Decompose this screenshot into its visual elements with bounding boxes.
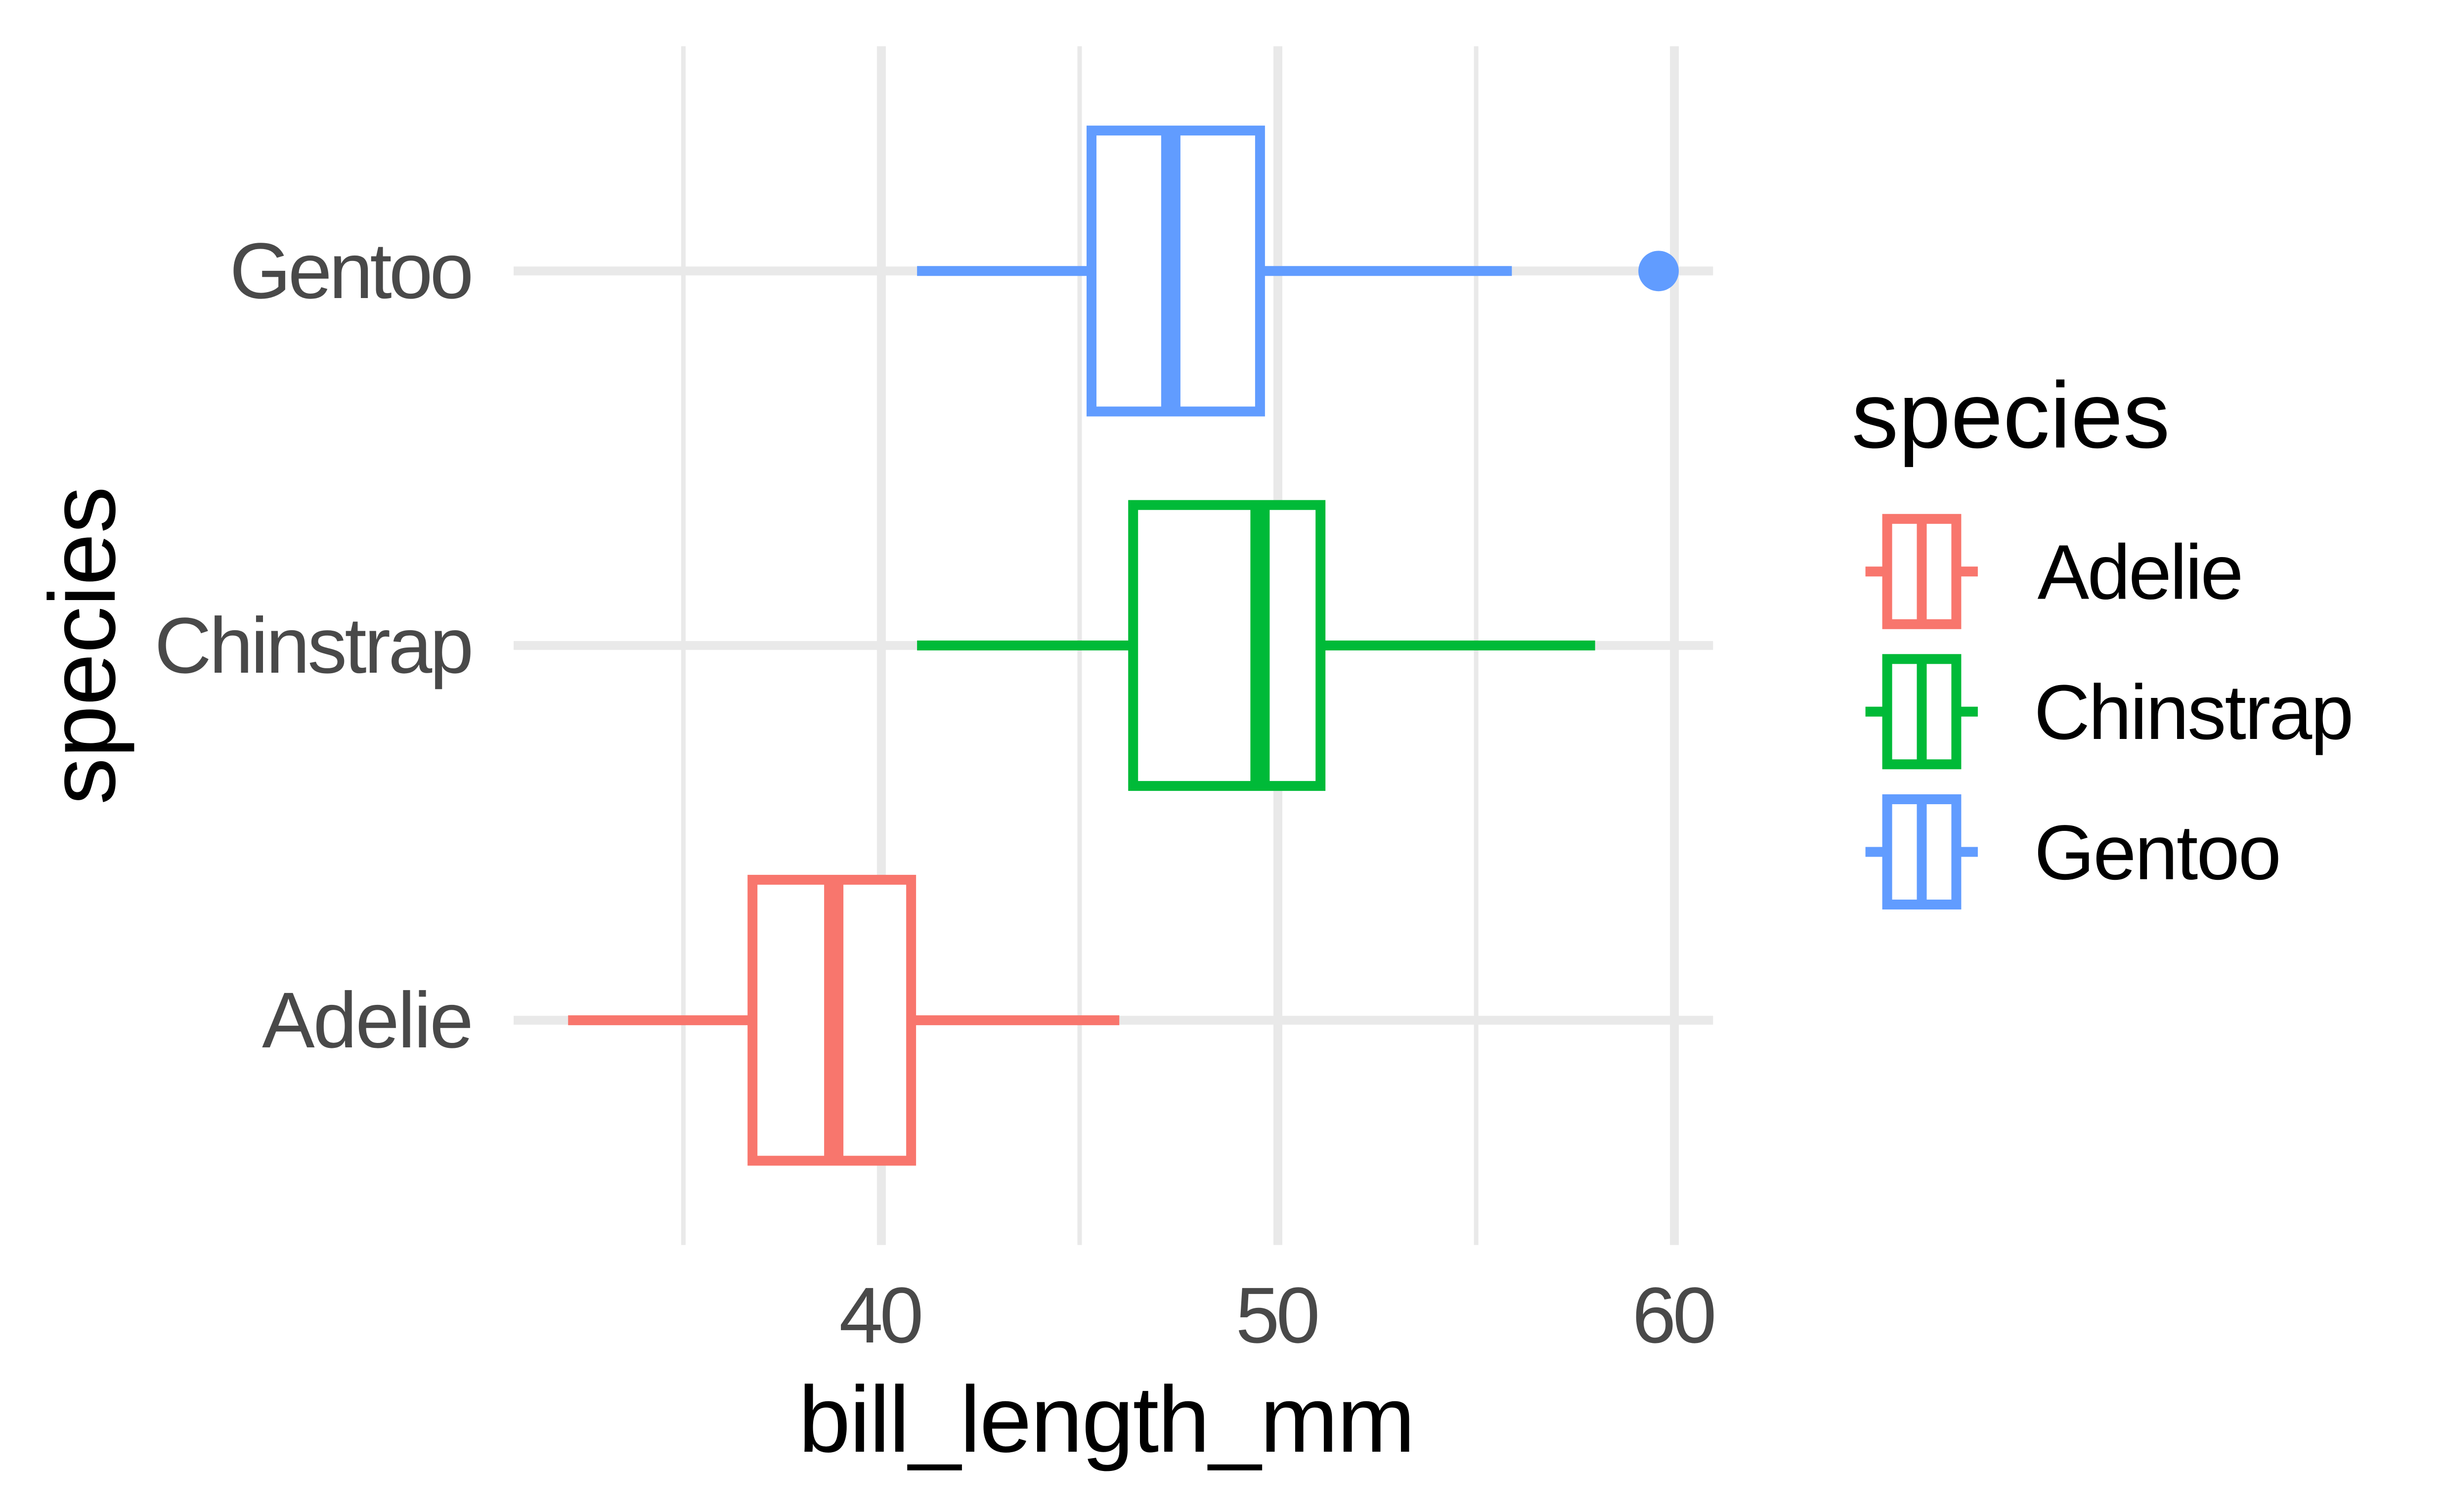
svg-text:50: 50 xyxy=(1236,1271,1320,1359)
svg-text:Adelie: Adelie xyxy=(262,976,474,1064)
svg-text:bill_length_mm: bill_length_mm xyxy=(798,1367,1415,1472)
svg-text:Chinstrap: Chinstrap xyxy=(154,601,474,690)
svg-text:species: species xyxy=(30,486,135,805)
svg-text:Adelie: Adelie xyxy=(2038,529,2244,616)
svg-text:Chinstrap: Chinstrap xyxy=(2034,669,2354,756)
svg-text:40: 40 xyxy=(839,1271,923,1359)
svg-text:Gentoo: Gentoo xyxy=(2034,810,2281,896)
svg-text:species: species xyxy=(1851,363,2170,468)
svg-text:Gentoo: Gentoo xyxy=(229,226,474,315)
svg-text:60: 60 xyxy=(1632,1271,1717,1359)
